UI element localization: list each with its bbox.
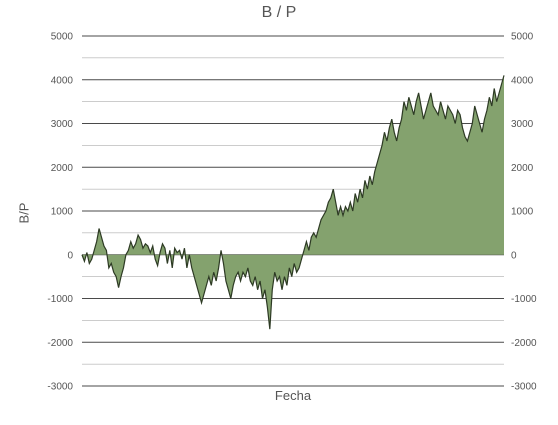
y-tick-label-right: 3000 [511, 119, 534, 130]
y-tick-label-left: -1000 [47, 294, 73, 305]
x-axis-label: Fecha [274, 388, 312, 403]
y-tick-label-right: 4000 [511, 75, 534, 86]
chart-title: B / P [261, 4, 297, 21]
series-line [81, 75, 505, 330]
y-tick-label-left: 3000 [51, 119, 74, 130]
y-tick-label-left: -2000 [47, 338, 73, 349]
y-tick-label-right: 1000 [511, 207, 534, 218]
y-tick-label-right: -2000 [511, 338, 537, 349]
y-tick-label-left: 2000 [51, 163, 74, 174]
y-tick-label-right: 0 [511, 250, 517, 261]
y-tick-label-right: 5000 [511, 32, 534, 43]
y-tick-label-left: 5000 [51, 32, 74, 43]
y-tick-label-right: 2000 [511, 163, 534, 174]
series-area [82, 75, 504, 330]
y-tick-label-right: -1000 [511, 294, 537, 305]
y-tick-label-left: 0 [67, 250, 73, 261]
y-tick-label-left: 4000 [51, 75, 74, 86]
y-tick-label-left: -3000 [47, 382, 73, 393]
y-tick-label-left: 1000 [51, 207, 74, 218]
y-tick-label-right: -3000 [511, 382, 537, 393]
